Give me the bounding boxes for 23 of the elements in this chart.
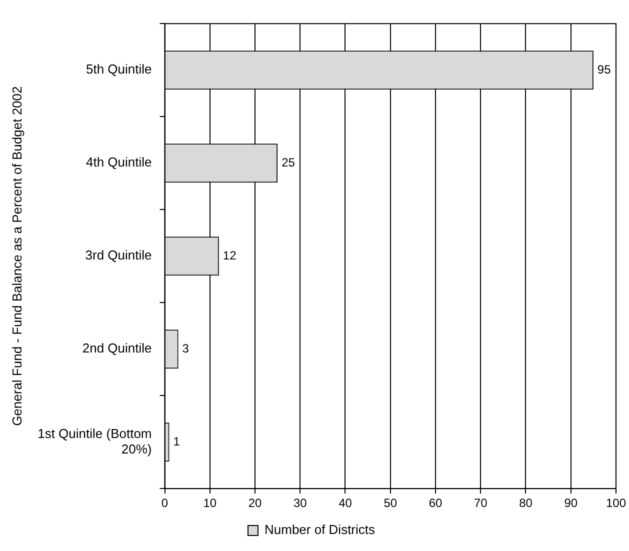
y-tick-label: 4th Quintile — [86, 154, 152, 170]
data-label: 1 — [173, 434, 180, 448]
legend-label: Number of Districts — [264, 522, 376, 538]
x-tick-label: 80 — [519, 496, 533, 510]
x-tick-label: 30 — [293, 496, 308, 510]
data-label: 3 — [182, 341, 190, 356]
x-tick-label: 90 — [564, 496, 578, 510]
y-tick-label: 2nd Quintile — [82, 340, 152, 356]
data-label: 25 — [282, 155, 296, 170]
y-tick-label: 1st Quintile (Bottom 20%) — [38, 426, 152, 456]
x-tick-label: 40 — [338, 496, 352, 510]
x-tick-label: 70 — [474, 496, 488, 510]
y-tick-label: 3rd Quintile — [85, 248, 152, 263]
x-tick-label: 100 — [606, 496, 626, 510]
x-tick-label: 10 — [203, 496, 217, 510]
data-label: 12 — [222, 248, 237, 262]
data-label: 95 — [597, 62, 612, 76]
x-tick-label: 50 — [384, 496, 398, 510]
x-tick-label: 0 — [161, 496, 168, 510]
y-tick-label: 5th Quintile — [86, 62, 152, 77]
y-axis-title: General Fund - Fund Balance as a Percent of Budget 2002 — [9, 86, 24, 426]
x-tick-label: 60 — [428, 496, 442, 510]
x-tick-label: 20 — [248, 496, 262, 510]
